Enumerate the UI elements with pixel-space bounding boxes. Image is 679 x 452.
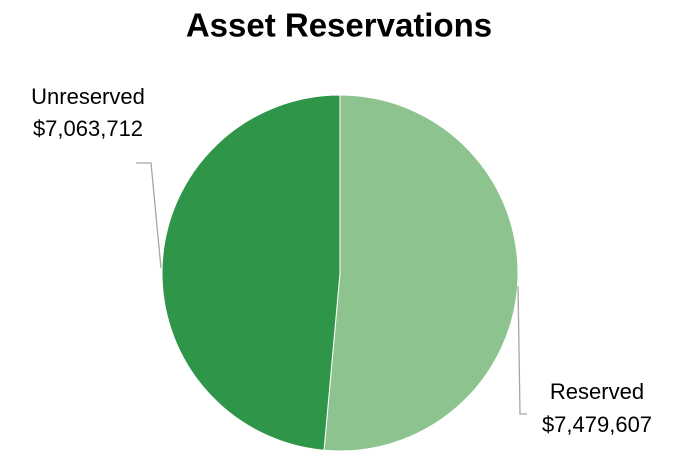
leader-line <box>517 285 527 415</box>
pie-slice <box>323 94 519 452</box>
slice-label: Reserved <box>550 379 644 404</box>
slice-label: Unreserved <box>31 84 145 109</box>
slice-value-label: $7,063,712 <box>33 116 143 141</box>
leader-line <box>136 162 162 269</box>
chart-title: Asset Reservations <box>186 7 492 44</box>
slice-value-label: $7,479,607 <box>542 412 652 437</box>
pie <box>161 94 519 452</box>
pie-slice <box>161 94 341 451</box>
